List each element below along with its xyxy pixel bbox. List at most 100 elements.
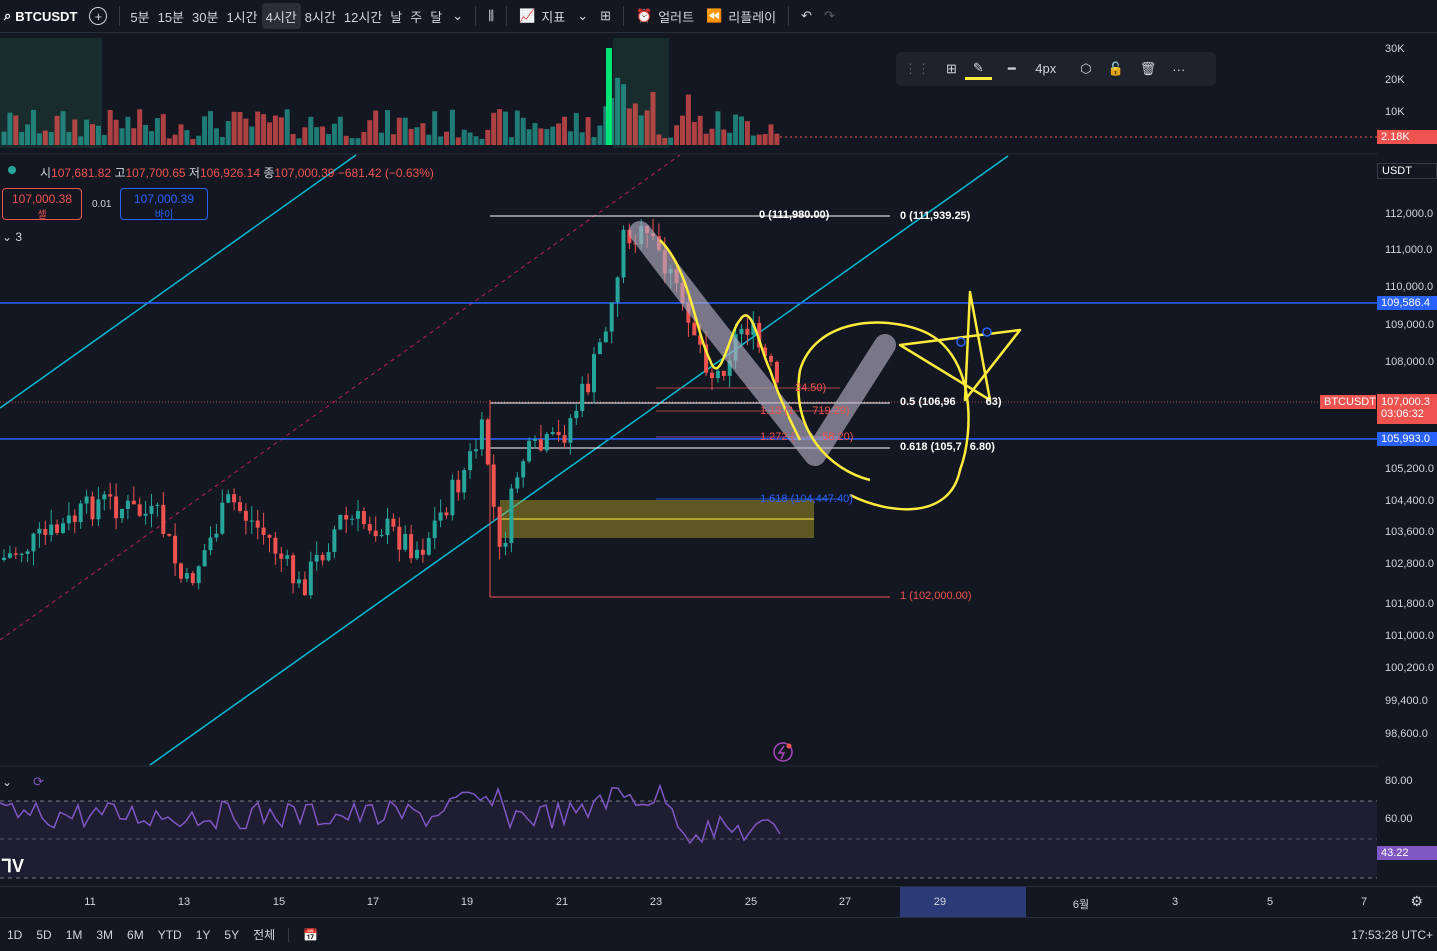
candle-body <box>385 518 390 536</box>
channel-lower-line[interactable] <box>149 155 1009 766</box>
range-1d[interactable]: 1D <box>7 927 23 942</box>
tf-week[interactable]: 주 <box>410 9 423 25</box>
settings-gear-icon[interactable]: ⚙ <box>1410 893 1423 909</box>
timeframe-dropdown[interactable]: ⌄ <box>446 0 469 32</box>
volume-bar <box>249 126 255 145</box>
candle-body <box>243 510 248 521</box>
range-3m[interactable]: 3M <box>96 927 114 942</box>
symbol-search[interactable]: ⌕ BTCUSDT <box>0 0 83 32</box>
candle-body <box>621 229 626 278</box>
tf-5m[interactable]: 5분 <box>130 9 150 25</box>
brush-stroke-drawing[interactable] <box>629 221 896 466</box>
calendar-range-icon[interactable]: 📅 <box>288 927 325 942</box>
tf-4h[interactable]: 4시간 <box>261 3 301 29</box>
volume-tick: 10K <box>1385 106 1405 118</box>
fib-label-05-a: 0.5 (106,96 <box>900 396 956 408</box>
tradingview-logo-icon[interactable]: ⅂V <box>2 856 25 876</box>
range-all[interactable]: 전체 <box>253 928 276 942</box>
brush-color-button[interactable]: ✎ <box>964 59 992 80</box>
drawing-anchor-handle[interactable] <box>982 327 992 337</box>
search-icon: ⌕ <box>4 8 12 23</box>
volume-bar <box>225 120 231 145</box>
rsi-tick: 80.00 <box>1385 775 1413 787</box>
tf-8h[interactable]: 8시간 <box>304 9 336 25</box>
price-axis[interactable]: 30K 20K 10K 2.18K USDT 112,000.0 111,000… <box>1377 33 1437 885</box>
volume-bar <box>261 114 267 145</box>
range-5y[interactable]: 5Y <box>224 927 240 942</box>
volume-bar <box>196 135 202 145</box>
range-ytd[interactable]: YTD <box>157 927 182 942</box>
indicators-button[interactable]: 📈 지표 <box>513 0 571 32</box>
line-width-button[interactable]: ━ 4px <box>992 61 1072 77</box>
candle-body <box>438 512 443 521</box>
volume-bar <box>78 136 84 145</box>
rsi-refresh-icon[interactable]: ⟳ <box>33 774 44 789</box>
volume-bar <box>444 131 449 145</box>
candle-body <box>603 331 608 343</box>
template-icon[interactable]: ⊞ <box>946 61 957 76</box>
candle-body <box>503 542 508 547</box>
drag-handle-icon[interactable]: ⋮⋮ <box>904 61 930 76</box>
volume-bar <box>101 135 107 145</box>
collapse-indicators-toggle[interactable]: ⌄ 3 <box>2 230 23 244</box>
candle-body <box>78 503 83 522</box>
time-tick: 19 <box>460 896 474 908</box>
settings-icon[interactable]: ⬡ <box>1080 61 1092 76</box>
volume-bar <box>278 117 284 145</box>
range-5d[interactable]: 5D <box>36 927 52 942</box>
fib-label-0: 0 (111,980.00) <box>759 209 830 221</box>
time-tick: 7 <box>1360 896 1368 908</box>
yellow-wave-drawing[interactable] <box>659 239 802 441</box>
fib-label-0618: 0.618 (105,7 6.80) <box>900 441 995 453</box>
replay-button[interactable]: ⏪ 리플레이 <box>700 0 782 32</box>
range-1y[interactable]: 1Y <box>195 927 211 942</box>
buy-button[interactable]: 107,000.39 바이 <box>120 188 208 221</box>
add-symbol-button[interactable]: + <box>83 0 113 32</box>
range-6m[interactable]: 6M <box>127 927 144 942</box>
channel-upper-line[interactable] <box>0 154 357 409</box>
chart-canvas[interactable] <box>0 33 1377 885</box>
rsi-collapse-toggle[interactable]: ⌄ <box>2 775 13 789</box>
hline-tag-upper: 109,586.4 <box>1377 296 1437 310</box>
candle-body <box>314 554 319 562</box>
fib-label-1618: 1.618 (104,447.40) <box>760 493 853 505</box>
tf-1h[interactable]: 1시간 <box>226 9 258 25</box>
sell-button[interactable]: 107,000.38 셀 <box>2 188 82 221</box>
yellow-circle-drawing[interactable] <box>797 321 970 511</box>
range-1m[interactable]: 1M <box>65 927 83 942</box>
volume-bar <box>408 128 414 145</box>
redo-button[interactable]: ↷ <box>818 0 841 32</box>
volume-bar <box>390 134 396 145</box>
volume-bar <box>402 117 408 145</box>
tf-month[interactable]: 달 <box>430 9 443 25</box>
lightning-icon[interactable] <box>773 742 793 762</box>
volume-bar <box>237 112 243 145</box>
tf-12h[interactable]: 12시간 <box>343 9 383 25</box>
channel-mid-line[interactable] <box>0 154 681 641</box>
lock-icon[interactable]: 🔓 <box>1107 61 1124 76</box>
layout-button[interactable]: ⊞ <box>594 0 617 32</box>
volume-bar <box>497 109 503 145</box>
candle-body <box>432 520 437 538</box>
indicators-dropdown[interactable]: ⌄ <box>571 0 594 32</box>
volume-bar <box>131 128 137 145</box>
time-axis[interactable]: ⚙ 11 13 15 17 19 21 23 25 27 29 6월 3 5 7 <box>0 886 1437 917</box>
tf-day[interactable]: 날 <box>390 9 403 25</box>
candle-body <box>479 419 484 450</box>
chart-type-button[interactable]: ⫼ <box>482 0 500 32</box>
candle-body <box>49 524 54 535</box>
more-icon[interactable]: ··· <box>1172 61 1186 77</box>
volume-bar <box>373 110 379 145</box>
drawing-toolbar: ⋮⋮ ⊞ ✎ ━ 4px ⬡ 🔓 🗑 ··· <box>896 52 1216 86</box>
currency-label[interactable]: USDT <box>1377 163 1437 179</box>
price-tick: 110,000.0 <box>1385 281 1434 293</box>
trash-icon[interactable]: 🗑 <box>1139 61 1157 76</box>
tf-30m[interactable]: 30분 <box>192 9 219 25</box>
alert-button[interactable]: ⏰ 얼러트 <box>630 0 700 32</box>
drawing-anchor-handle[interactable] <box>956 337 966 347</box>
volume-bar <box>296 138 302 145</box>
tf-15m[interactable]: 15분 <box>157 9 185 25</box>
undo-button[interactable]: ↶ <box>795 0 818 32</box>
candle-body <box>55 524 60 533</box>
volume-bar <box>762 134 768 145</box>
